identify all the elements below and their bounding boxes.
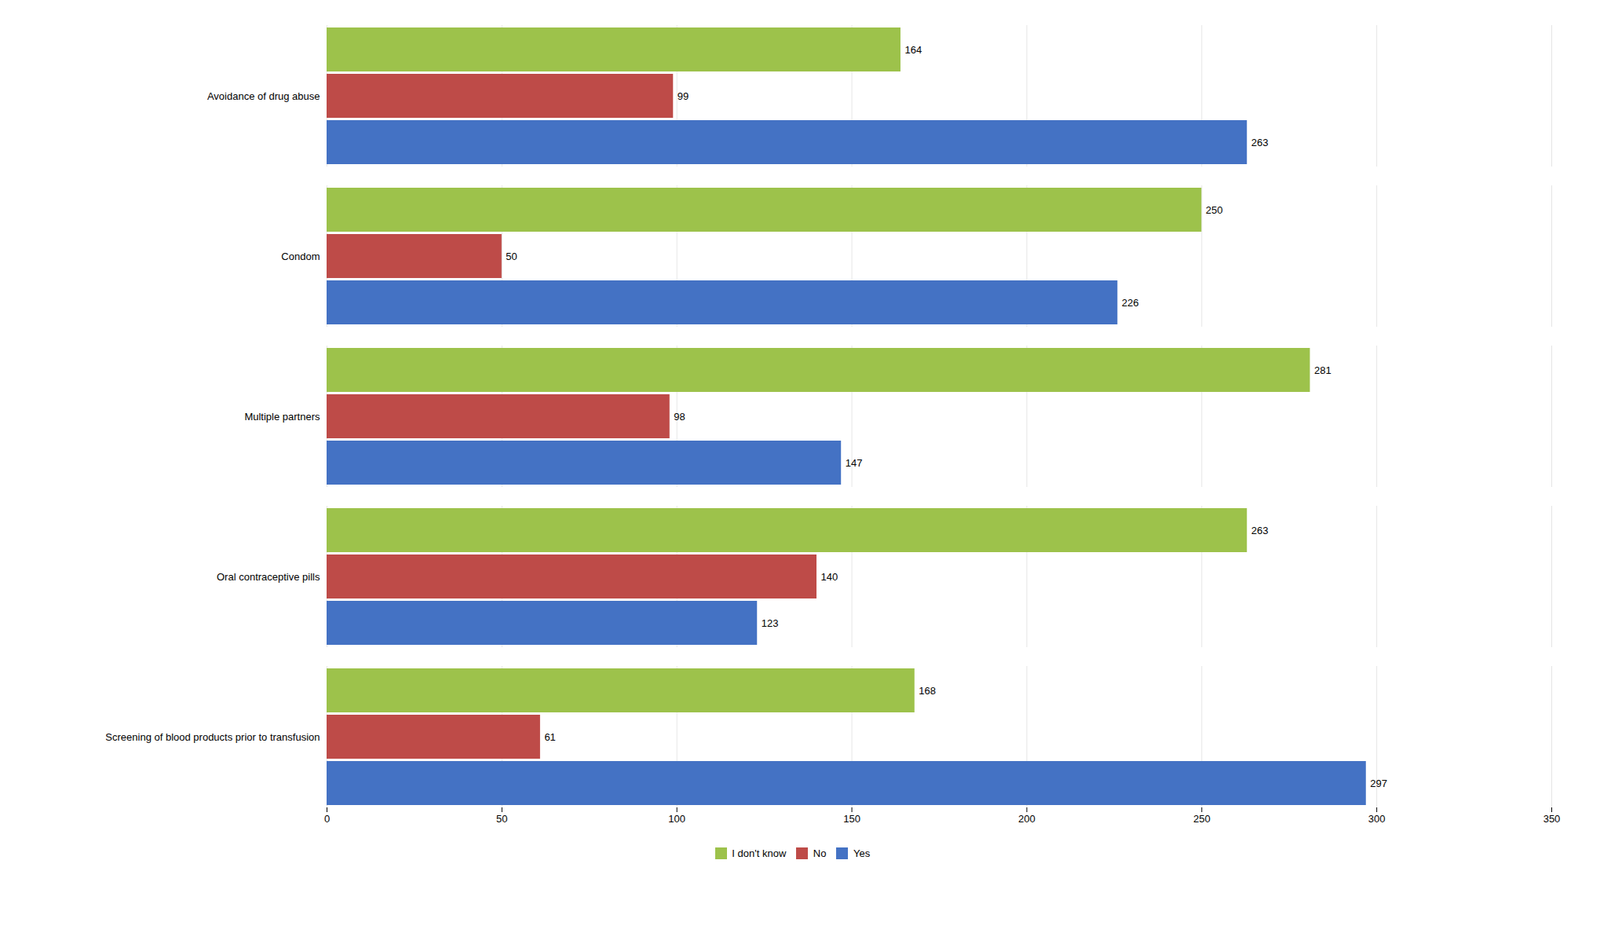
svg-text:168: 168 <box>918 684 936 697</box>
svg-text:50: 50 <box>496 812 508 825</box>
html-text:No: No <box>813 847 827 859</box>
svg-text:281: 281 <box>1314 364 1332 377</box>
svg-text:Screening of blood products pr: Screening of blood products prior to tra… <box>105 730 320 743</box>
svg-text:99: 99 <box>677 90 689 103</box>
svg-text:297: 297 <box>1369 777 1388 790</box>
svg-text:263: 263 <box>1251 136 1269 149</box>
svg-text:61: 61 <box>544 730 556 743</box>
svg-text:Condom: Condom <box>281 250 320 263</box>
svg-text:263: 263 <box>1251 524 1269 537</box>
svg-text:226: 226 <box>1121 296 1140 309</box>
svg-text:50: 50 <box>505 250 517 263</box>
svg-text:Avoidance of drug abuse: Avoidance of drug abuse <box>207 90 321 103</box>
svg-text:98: 98 <box>673 410 685 423</box>
svg-text:150: 150 <box>843 812 861 825</box>
svg-text:164: 164 <box>904 43 922 56</box>
svg-text:140: 140 <box>821 570 839 583</box>
svg-text:100: 100 <box>668 812 686 825</box>
svg-text:147: 147 <box>845 456 863 469</box>
svg-text:250: 250 <box>1193 812 1211 825</box>
svg-text:300: 300 <box>1368 812 1386 825</box>
svg-text:250: 250 <box>1205 204 1224 216</box>
svg-text:200: 200 <box>1018 812 1036 825</box>
svg-text:123: 123 <box>761 617 779 629</box>
html-text:I don't know: I don't know <box>731 847 787 859</box>
svg-text:Oral contraceptive pills: Oral contraceptive pills <box>216 570 321 583</box>
html-text:Yes: Yes <box>853 847 871 859</box>
svg-text:Multiple partners: Multiple partners <box>244 410 321 423</box>
svg-text:0: 0 <box>324 812 330 825</box>
svg-text:350: 350 <box>1543 812 1561 825</box>
